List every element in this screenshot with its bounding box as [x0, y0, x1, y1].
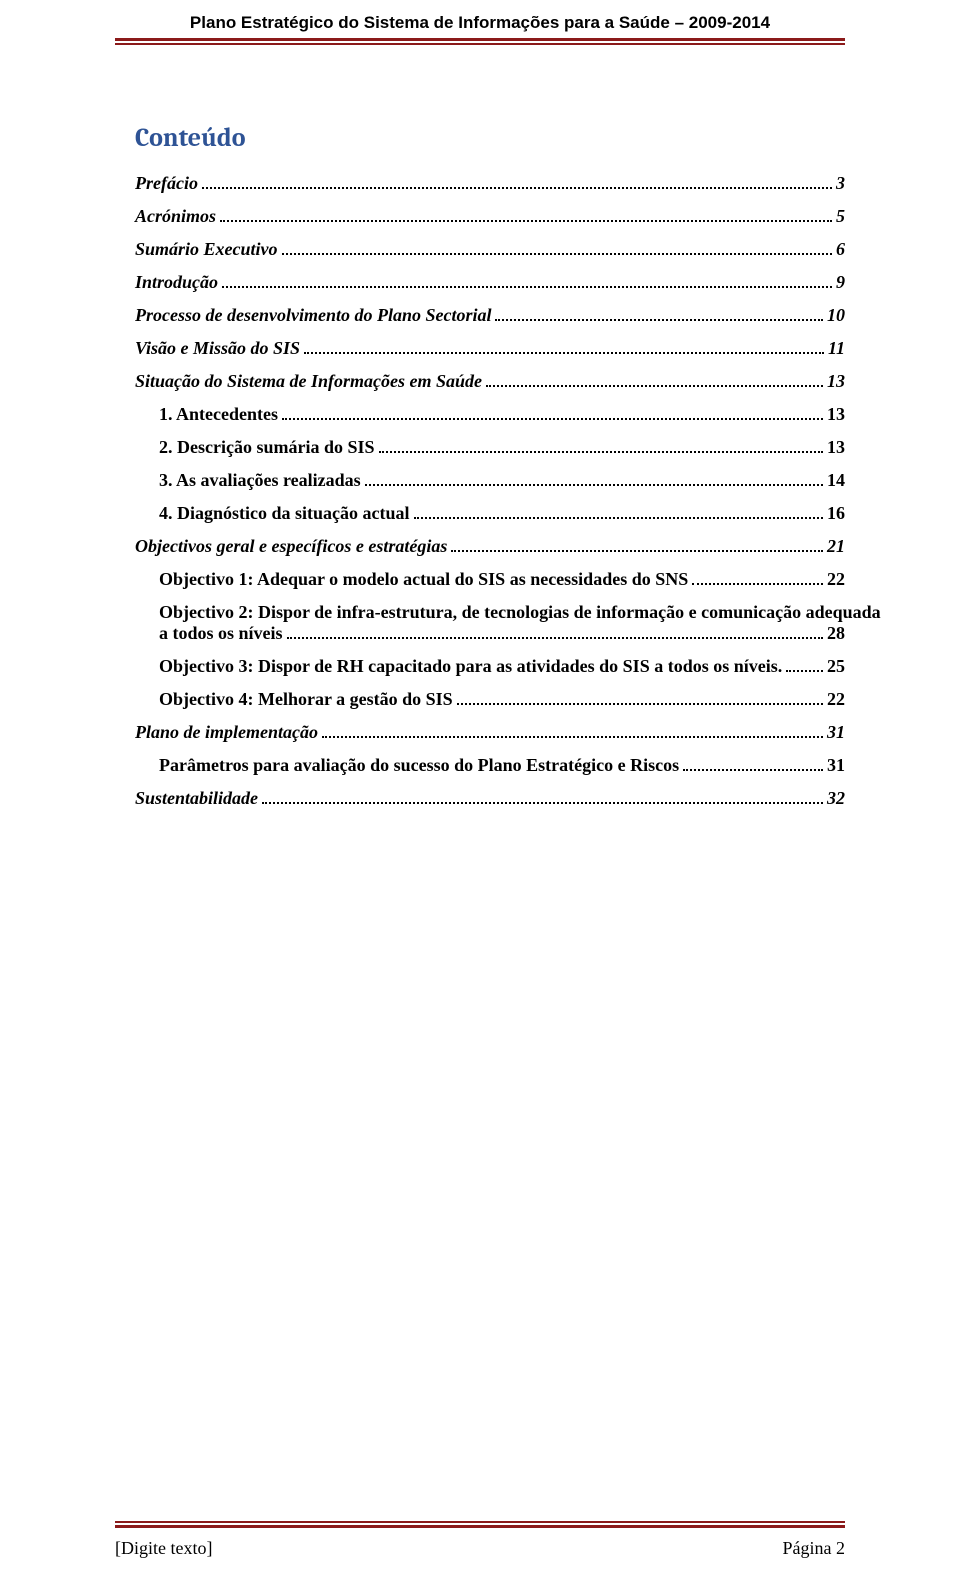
footer-rule-top — [115, 1521, 845, 1523]
toc-entry-label: Visão e Missão do SIS — [135, 338, 300, 359]
toc-entry: 3. As avaliações realizadas 14 — [159, 470, 845, 491]
toc-entry: Plano de implementação 31 — [135, 722, 845, 743]
toc-entry: Introdução 9 — [135, 272, 845, 293]
toc-entry: Processo de desenvolvimento do Plano Sec… — [135, 305, 845, 326]
toc-leader-dots — [451, 550, 823, 552]
toc-entry-label: Plano de implementação — [135, 722, 318, 743]
toc-list: Prefácio 3 Acrónimos 5 Sumário Executivo 6… — [135, 173, 845, 809]
page-content: Conteúdo Prefácio 3 Acrónimos 5 Sumário Ex… — [0, 53, 960, 809]
toc-entry-label: Acrónimos — [135, 206, 216, 227]
toc-leader-dots — [220, 220, 832, 222]
toc-entry-page: 31 — [827, 722, 845, 743]
toc-entry-label: Prefácio — [135, 173, 198, 194]
toc-entry-label: Objectivo 1: Adequar o modelo actual do … — [159, 569, 688, 590]
header-rule-bottom — [115, 43, 845, 45]
toc-entry-label: a todos os níveis — [159, 623, 283, 644]
toc-entry-label: Parâmetros para avaliação do sucesso do … — [159, 755, 679, 776]
toc-leader-dots — [457, 703, 823, 705]
toc-leader-dots — [786, 670, 823, 672]
toc-entry: 1. Antecedentes 13 — [159, 404, 845, 425]
page-footer: [Digite texto] Página 2 — [0, 1521, 960, 1574]
toc-leader-dots — [287, 637, 823, 639]
toc-entry-label: Processo de desenvolvimento do Plano Sec… — [135, 305, 491, 326]
toc-entry-label: 3. As avaliações realizadas — [159, 470, 361, 491]
toc-entry-label: Introdução — [135, 272, 218, 293]
toc-leader-dots — [282, 418, 823, 420]
header-title: Plano Estratégico do Sistema de Informaç… — [0, 13, 960, 33]
toc-entry-page: 3 — [836, 173, 845, 194]
toc-entry-page: 14 — [827, 470, 845, 491]
toc-entry-page: 11 — [828, 338, 845, 359]
toc-entry: Acrónimos 5 — [135, 206, 845, 227]
toc-entry: Sumário Executivo 6 — [135, 239, 845, 260]
toc-leader-dots — [222, 286, 832, 288]
toc-leader-dots — [282, 253, 832, 255]
toc-leader-dots — [486, 385, 823, 387]
toc-entry-label: Objectivo 4: Melhorar a gestão do SIS — [159, 689, 453, 710]
toc-entry-label: Objectivos geral e específicos e estraté… — [135, 536, 447, 557]
toc-title: Conteúdo — [135, 123, 845, 153]
toc-entry: 2. Descrição sumária do SIS 13 — [159, 437, 845, 458]
toc-leader-dots — [379, 451, 824, 453]
toc-leader-dots — [365, 484, 823, 486]
toc-leader-dots — [262, 802, 823, 804]
toc-entry: Prefácio 3 — [135, 173, 845, 194]
footer-left-text: [Digite texto] — [115, 1538, 212, 1559]
toc-entry: Objectivo 1: Adequar o modelo actual do … — [159, 569, 845, 590]
toc-leader-dots — [322, 736, 823, 738]
toc-entry-page: 13 — [827, 404, 845, 425]
header-rule-top — [115, 38, 845, 41]
toc-entry-page: 28 — [827, 623, 845, 644]
toc-entry: 4. Diagnóstico da situação actual 16 — [159, 503, 845, 524]
toc-entry-page: 25 — [827, 656, 845, 677]
toc-entry-page: 5 — [836, 206, 845, 227]
toc-entry-page: 10 — [827, 305, 845, 326]
toc-entry-page: 13 — [827, 371, 845, 392]
toc-entry: Objectivo 2: Dispor de infra-estrutura, … — [159, 602, 845, 644]
toc-entry-label: Sumário Executivo — [135, 239, 278, 260]
toc-entry-page: 13 — [827, 437, 845, 458]
toc-leader-dots — [202, 187, 832, 189]
toc-entry: Objectivos geral e específicos e estraté… — [135, 536, 845, 557]
toc-entry-page: 16 — [827, 503, 845, 524]
toc-leader-dots — [683, 769, 823, 771]
toc-entry-page: 9 — [836, 272, 845, 293]
toc-entry-page: 6 — [836, 239, 845, 260]
toc-entry: Parâmetros para avaliação do sucesso do … — [159, 755, 845, 776]
toc-entry: Objectivo 4: Melhorar a gestão do SIS 22 — [159, 689, 845, 710]
footer-content: [Digite texto] Página 2 — [115, 1538, 845, 1559]
toc-entry-page: 31 — [827, 755, 845, 776]
toc-entry-label: Situação do Sistema de Informações em Sa… — [135, 371, 482, 392]
footer-rule-bottom — [115, 1525, 845, 1528]
toc-leader-dots — [692, 583, 823, 585]
toc-leader-dots — [495, 319, 823, 321]
toc-entry: Situação do Sistema de Informações em Sa… — [135, 371, 845, 392]
toc-entry-page: 21 — [827, 536, 845, 557]
toc-entry: Sustentabilidade 32 — [135, 788, 845, 809]
page-header: Plano Estratégico do Sistema de Informaç… — [0, 0, 960, 53]
footer-right-text: Página 2 — [783, 1538, 846, 1559]
toc-entry-page: 22 — [827, 569, 845, 590]
toc-entry-label: 4. Diagnóstico da situação actual — [159, 503, 410, 524]
toc-leader-dots — [414, 517, 823, 519]
toc-entry-page: 22 — [827, 689, 845, 710]
toc-entry-label: Objectivo 2: Dispor de infra-estrutura, … — [159, 602, 845, 623]
toc-entry-line2: a todos os níveis 28 — [159, 623, 845, 644]
toc-entry: Objectivo 3: Dispor de RH capacitado par… — [159, 656, 845, 677]
toc-leader-dots — [304, 352, 824, 354]
toc-entry-label: 1. Antecedentes — [159, 404, 278, 425]
toc-entry-label: Sustentabilidade — [135, 788, 258, 809]
toc-entry-label: Objectivo 3: Dispor de RH capacitado par… — [159, 656, 782, 677]
toc-entry-label: 2. Descrição sumária do SIS — [159, 437, 375, 458]
toc-entry: Visão e Missão do SIS 11 — [135, 338, 845, 359]
toc-entry-page: 32 — [827, 788, 845, 809]
